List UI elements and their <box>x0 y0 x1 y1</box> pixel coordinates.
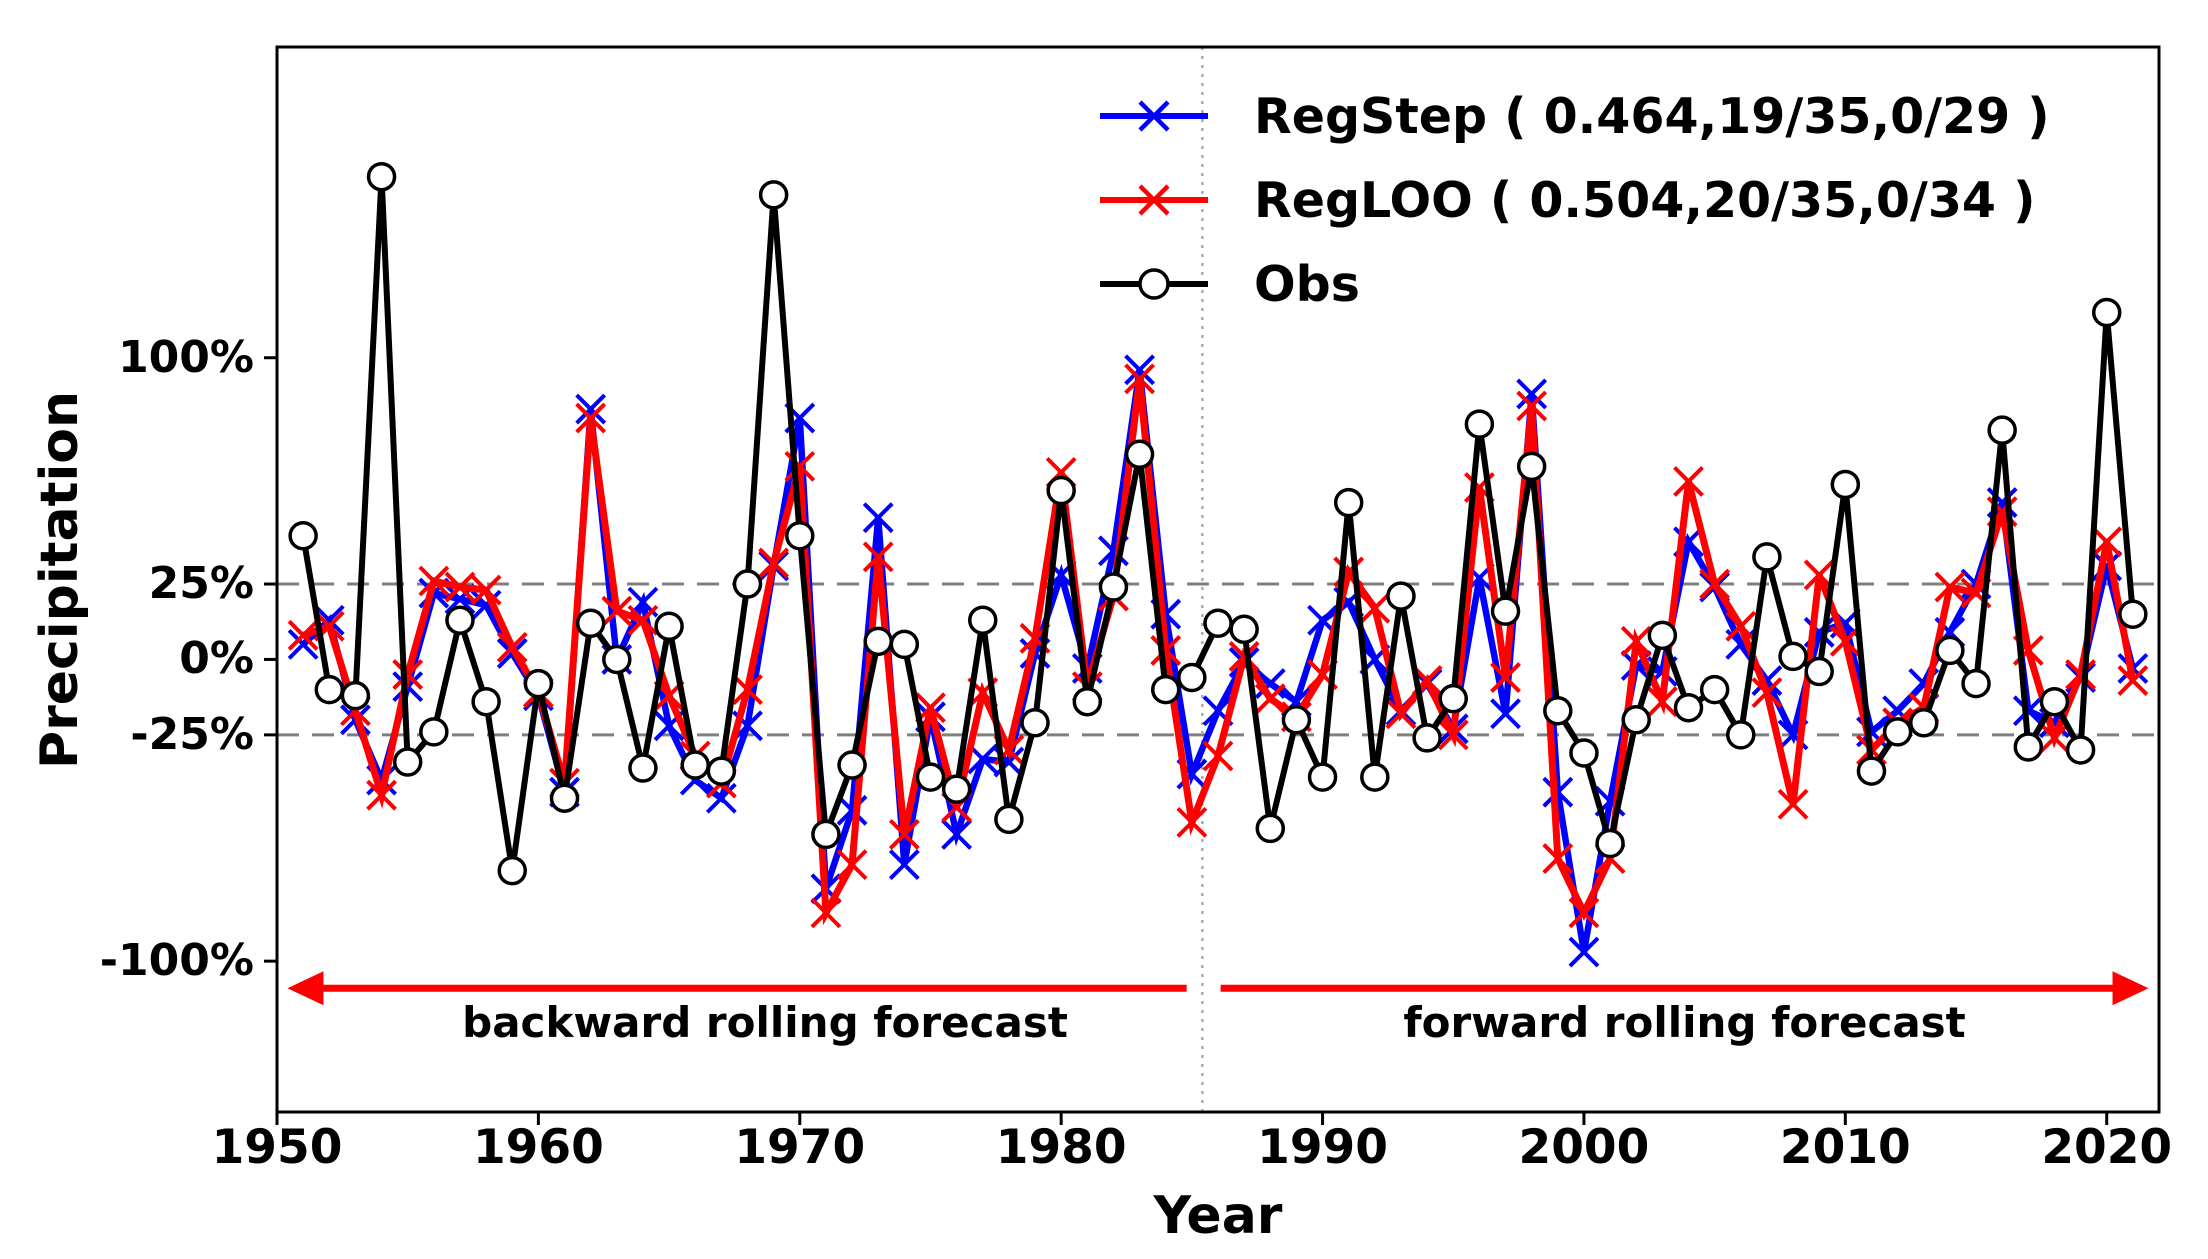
x-tick-label: 1990 <box>1257 1120 1388 1175</box>
legend-item-regloo: RegLOO ( 0.504,20/35,0/34 ) <box>1100 158 2050 242</box>
x-tick-label: 1960 <box>472 1120 604 1175</box>
annotation-forward-forecast: forward rolling forecast <box>1403 998 1966 1047</box>
y-tick-label: -100% <box>99 935 254 987</box>
x-tick-label: 1980 <box>995 1120 1127 1175</box>
legend-label: RegStep ( 0.464,19/35,0/29 ) <box>1254 87 2050 145</box>
legend-label: RegLOO ( 0.504,20/35,0/34 ) <box>1254 171 2036 229</box>
regstep-line-x-icon <box>1100 94 1208 138</box>
y-axis-title: Precipitation <box>30 390 90 770</box>
obs-line-circle-icon <box>1100 262 1208 306</box>
x-tick-label: 2020 <box>2041 1120 2173 1175</box>
x-axis-title: Year <box>1153 1186 1283 1246</box>
legend-item-obs: Obs <box>1100 242 2050 326</box>
legend: RegStep ( 0.464,19/35,0/29 ) RegLOO ( 0.… <box>1100 74 2050 326</box>
annotation-backward-forecast: backward rolling forecast <box>462 998 1068 1047</box>
y-tick-label: 0% <box>179 633 254 685</box>
regloo-line-x-icon <box>1100 178 1208 222</box>
y-tick-label: -25% <box>130 708 254 760</box>
y-tick-label: 100% <box>118 331 254 383</box>
x-tick-label: 1970 <box>734 1120 866 1175</box>
legend-item-regstep: RegStep ( 0.464,19/35,0/29 ) <box>1100 74 2050 158</box>
x-tick-label: 2000 <box>1518 1120 1650 1175</box>
x-tick-label: 1950 <box>211 1120 343 1175</box>
legend-label: Obs <box>1254 255 1360 313</box>
y-tick-label: 25% <box>148 558 254 610</box>
x-tick-label: 2010 <box>1779 1120 1911 1175</box>
